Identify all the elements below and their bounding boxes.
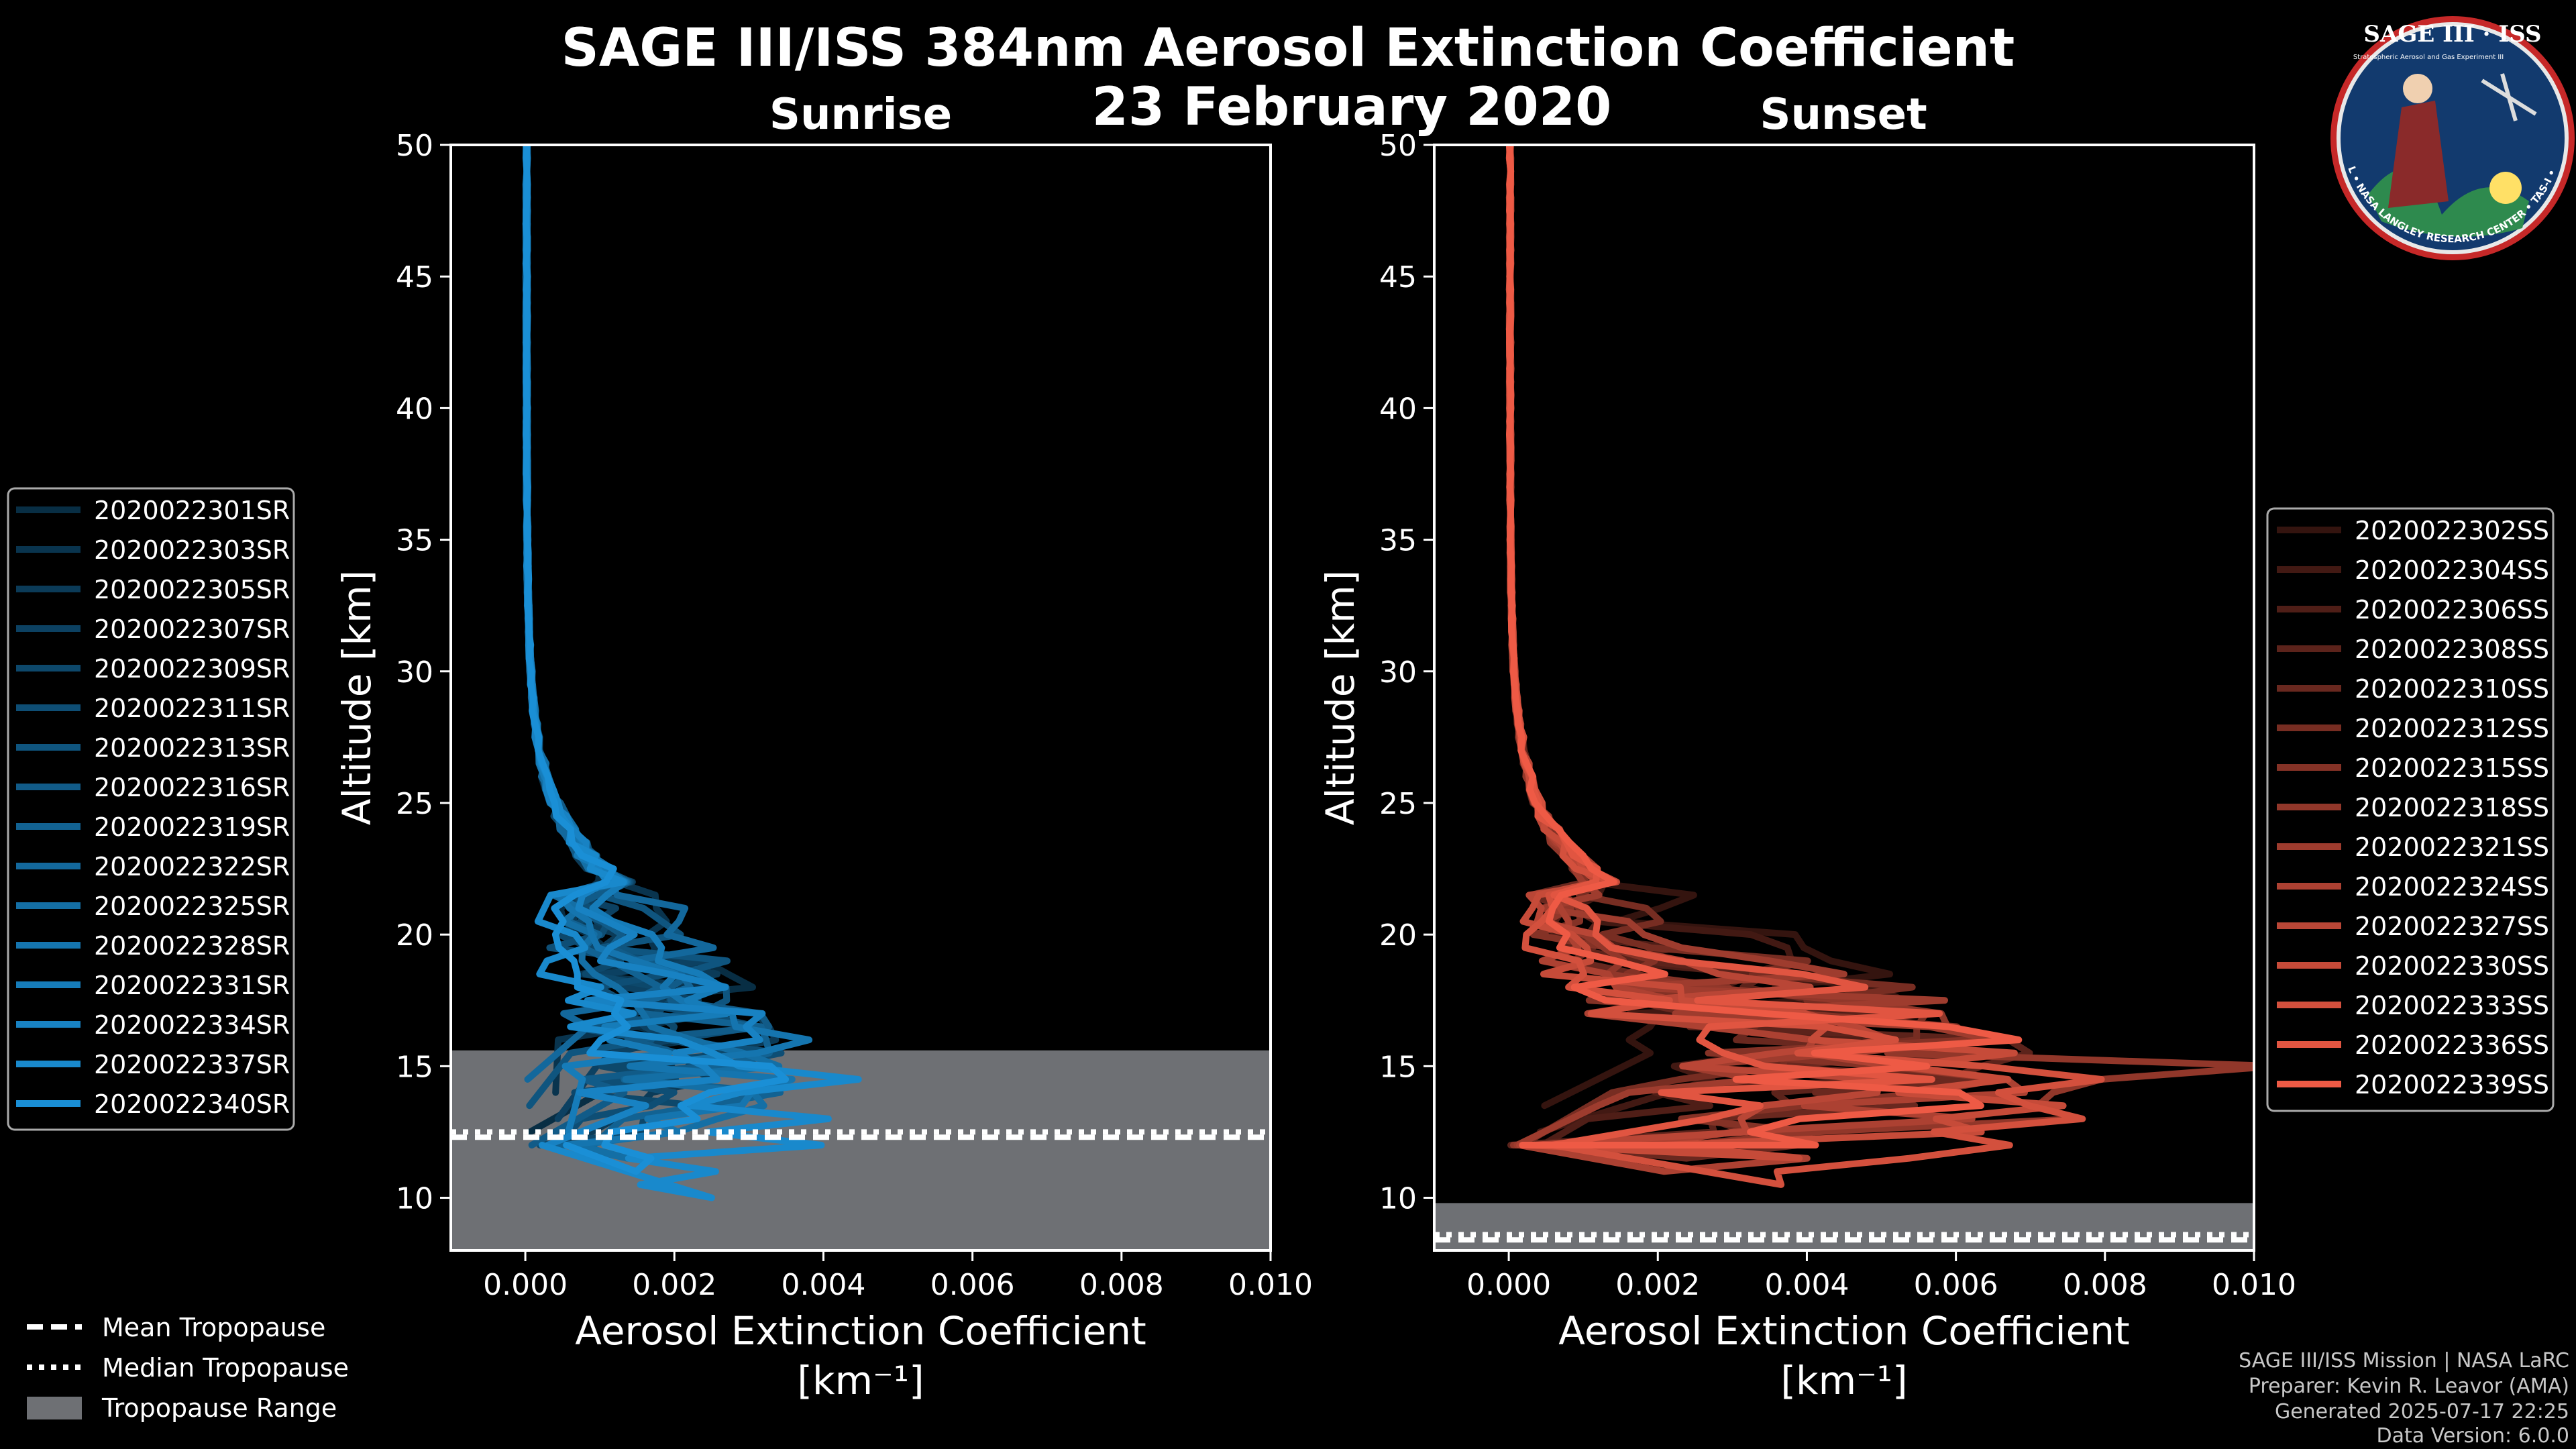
sunrise-legend-label: 2020022325SR [94, 892, 290, 921]
sunset-xaxis-label: Aerosol Extinction Coefficient [1558, 1308, 2130, 1354]
sunrise-legend-label: 2020022303SR [94, 535, 290, 565]
sunset-ytick-label: 35 [1379, 524, 1417, 558]
sunset-xtick-label: 0.000 [1466, 1268, 1551, 1302]
sunrise-yaxis-label: Altitude [km] [334, 570, 380, 825]
sunset-yaxis-label: Altitude [km] [1318, 570, 1363, 825]
logo-subtitle: Stratospheric Aerosol and Gas Experiment… [2353, 54, 2504, 61]
footer-line-generated: Generated 2025-07-17 22:25 [2275, 1400, 2569, 1424]
footer-line-preparer: Preparer: Kevin R. Leavor (AMA) [2249, 1375, 2569, 1398]
sunset-legend-label: 2020022324SS [2355, 872, 2549, 902]
sunset-ytick-label: 50 [1379, 129, 1417, 163]
sunset-legend-label: 2020022310SS [2355, 674, 2549, 704]
sunset-legend-label: 2020022339SS [2355, 1070, 2549, 1099]
sunrise-panel-title: Sunrise [769, 90, 952, 140]
sunset-ytick-label: 10 [1379, 1182, 1417, 1216]
sunrise-profile-2020022340SR [522, 145, 790, 1175]
sunset-legend-label: 2020022330SS [2355, 951, 2549, 981]
sunset-legend-label: 2020022336SS [2355, 1030, 2549, 1060]
sunset-legend-label: 2020022306SS [2355, 595, 2549, 625]
sunset-ytick-label: 30 [1379, 655, 1417, 690]
sunrise-ytick-label: 10 [396, 1182, 433, 1216]
sunset-xtick-label: 0.008 [2063, 1268, 2147, 1302]
sunrise-ytick-label: 20 [396, 918, 433, 953]
sunset-xtick-label: 0.002 [1615, 1268, 1700, 1302]
sunset-ytick-label: 25 [1379, 787, 1417, 821]
sunset-ytick-label: 20 [1379, 918, 1417, 953]
sunrise-xtick-label: 0.000 [483, 1268, 568, 1302]
sunrise-ytick-label: 35 [396, 524, 433, 558]
tropopause-range-label: Tropopause Range [101, 1393, 337, 1423]
sunrise-ytick-label: 50 [396, 129, 433, 163]
sunset-legend-label: 2020022315SS [2355, 753, 2549, 783]
sunrise-legend-label: 2020022340SR [94, 1089, 290, 1119]
sunrise-legend-label: 2020022331SR [94, 971, 290, 1000]
sunrise-xtick-label: 0.010 [1228, 1268, 1313, 1302]
sunset-plot-frame [1433, 144, 2255, 1252]
mean-tropopause-label: Mean Tropopause [102, 1313, 325, 1342]
sunset-panel-title: Sunset [1760, 90, 1927, 140]
sunset-ytick-label: 40 [1379, 392, 1417, 426]
sunrise-xtick-label: 0.002 [632, 1268, 716, 1302]
sunset-legend-label: 2020022327SS [2355, 912, 2549, 941]
sunset-tropopause-range [1434, 1203, 2254, 1250]
sunset-legend: 2020022302SS 2020022304SS 2020022306SS 2020… [2266, 507, 2555, 1112]
sunset-legend-label: 2020022312SS [2355, 714, 2549, 743]
sunrise-legend-label: 2020022311SR [94, 694, 290, 723]
sunset-ytick-label: 45 [1379, 260, 1417, 294]
sunset-legend-label: 2020022304SS [2355, 555, 2549, 585]
logo-name: SAGE III · ISS [2363, 21, 2541, 48]
sunset-legend-label: 2020022321SS [2355, 833, 2549, 862]
figure-title-line2: 23 February 2020 [1092, 77, 1612, 138]
sunrise-xaxis-label: Aerosol Extinction Coefficient [575, 1308, 1146, 1354]
sunset-xtick-label: 0.004 [1764, 1268, 1849, 1302]
sunrise-legend-label: 2020022334SR [94, 1010, 290, 1040]
sunrise-legend-label: 2020022313SR [94, 733, 290, 763]
sunrise-legend-label: 2020022309SR [94, 654, 290, 684]
tropopause-legend: Mean Tropopause Median Tropopause Tropop… [27, 1313, 349, 1423]
sunset-legend-label: 2020022308SS [2355, 635, 2549, 664]
sunrise-panel: 0.000 0.002 0.004 0.006 0.008 0.010 10 15 20 25 30… [334, 129, 1313, 1403]
sunrise-ytick-label: 40 [396, 392, 433, 426]
median-tropopause-label: Median Tropopause [102, 1353, 349, 1383]
sunrise-legend-label: 2020022319SR [94, 812, 290, 842]
sunrise-ytick-label: 15 [396, 1050, 433, 1084]
sunrise-plot-frame [449, 144, 1272, 1252]
figure-title-line1: SAGE III/ISS 384nm Aerosol Extinction Co… [561, 18, 2015, 78]
sunrise-legend-label: 2020022305SR [94, 575, 290, 604]
sunrise-legend-label: 2020022307SR [94, 614, 290, 644]
sunset-legend-label: 2020022318SS [2355, 793, 2549, 822]
sunset-legend-label: 2020022333SS [2355, 991, 2549, 1020]
tropopause-range-swatch [27, 1397, 82, 1419]
footer-credits: SAGE III/ISS Mission | NASA LaRC Prepare… [2239, 1349, 2569, 1448]
sunrise-legend-label: 2020022337SR [94, 1050, 290, 1079]
footer-line-mission: SAGE III/ISS Mission | NASA LaRC [2239, 1349, 2569, 1373]
footer-line-version: Data Version: 6.0.0 [2377, 1424, 2569, 1448]
sunset-legend-label: 2020022302SS [2355, 516, 2549, 545]
sunset-ytick-label: 15 [1379, 1050, 1417, 1084]
sunset-xtick-label: 0.006 [1914, 1268, 1998, 1302]
sunrise-legend-label: 2020022322SR [94, 852, 290, 881]
sunrise-legend-label: 2020022316SR [94, 773, 290, 802]
sunrise-legend: 2020022301SR 2020022303SR 2020022305SR 2020… [7, 487, 295, 1131]
sunrise-ytick-label: 45 [396, 260, 433, 294]
sunset-profile-2020022339SS [1505, 145, 2023, 1148]
sunset-panel: 0.000 0.002 0.004 0.006 0.008 0.010 10 15 20 25 30… [1318, 129, 2296, 1403]
sunrise-xaxis-unit: [km⁻¹] [797, 1358, 924, 1403]
sunset-xaxis-unit: [km⁻¹] [1780, 1358, 1907, 1403]
sunrise-ytick-label: 30 [396, 655, 433, 690]
sunrise-xtick-label: 0.006 [930, 1268, 1015, 1302]
sunrise-xtick-label: 0.004 [781, 1268, 865, 1302]
sunrise-legend-label: 2020022301SR [94, 496, 290, 525]
sunset-xtick-label: 0.010 [2212, 1268, 2296, 1302]
sunrise-ytick-label: 25 [396, 787, 433, 821]
sunrise-legend-label: 2020022328SR [94, 931, 290, 961]
sunrise-xtick-label: 0.008 [1079, 1268, 1164, 1302]
